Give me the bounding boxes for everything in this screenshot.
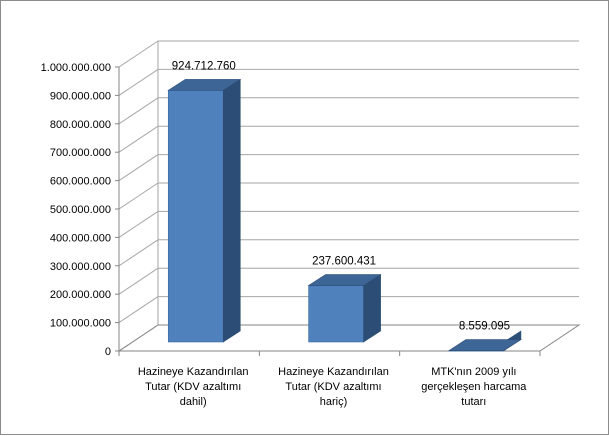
category-label: Tutar (KDV azaltımı	[145, 381, 241, 393]
y-tick-label: 200.000.000	[50, 289, 111, 301]
y-tick-label: 300.000.000	[50, 261, 111, 273]
bar-top	[307, 274, 382, 286]
bars	[167, 78, 522, 352]
y-tick-label: 1.000.000.000	[41, 62, 111, 74]
gridline-side	[118, 125, 159, 153]
gridline-side	[118, 154, 159, 182]
bar-top	[447, 339, 522, 351]
gridline-side	[118, 97, 159, 125]
gridline-side	[118, 182, 159, 210]
gridline-side	[118, 40, 159, 68]
category-label: Hazineye Kazandırılan	[278, 366, 389, 378]
category-label: MTK'nın 2009 yılı	[431, 366, 516, 378]
category-label: gerçekleşen harcama	[421, 381, 527, 393]
gridline-side	[118, 210, 159, 238]
data-label: 924.712.760	[172, 60, 236, 72]
data-labels: 924.712.760 237.600.431 8.559.095	[172, 60, 510, 332]
y-tick-label: 100.000.000	[50, 318, 111, 330]
bar-side	[363, 273, 381, 343]
bar-front	[308, 285, 364, 343]
y-tick-label: 0	[105, 346, 111, 358]
y-tick-label: 400.000.000	[50, 232, 111, 244]
category-labels: Hazineye Kazandırılan Tutar (KDV azaltımı…	[138, 366, 527, 408]
bar-side	[222, 78, 241, 343]
y-tick-label: 600.000.000	[50, 176, 111, 188]
gridline-side	[118, 296, 159, 324]
gridline-side	[118, 239, 159, 267]
chart-walls	[115, 41, 581, 356]
gridline-side	[118, 267, 159, 295]
category-label: dahil)	[180, 396, 207, 408]
y-tick-label: 800.000.000	[50, 119, 111, 131]
data-label: 237.600.431	[312, 256, 376, 268]
y-axis-tick-labels: 0 100.000.000 200.000.000 300.000.000 400.00…	[41, 62, 111, 358]
category-label: Tutar (KDV azaltımı	[285, 381, 381, 393]
category-label: tutarı	[461, 396, 486, 408]
bar-top	[167, 79, 242, 91]
category-label: hariç)	[320, 396, 348, 408]
y-tick-label: 500.000.000	[50, 204, 111, 216]
y-tick-label: 900.000.000	[50, 90, 111, 102]
y-tick-label: 700.000.000	[50, 147, 111, 159]
bar-front	[167, 90, 224, 343]
category-label: Hazineye Kazandırılan	[138, 366, 249, 378]
gridline-side	[118, 68, 159, 96]
data-label: 8.559.095	[459, 321, 510, 333]
